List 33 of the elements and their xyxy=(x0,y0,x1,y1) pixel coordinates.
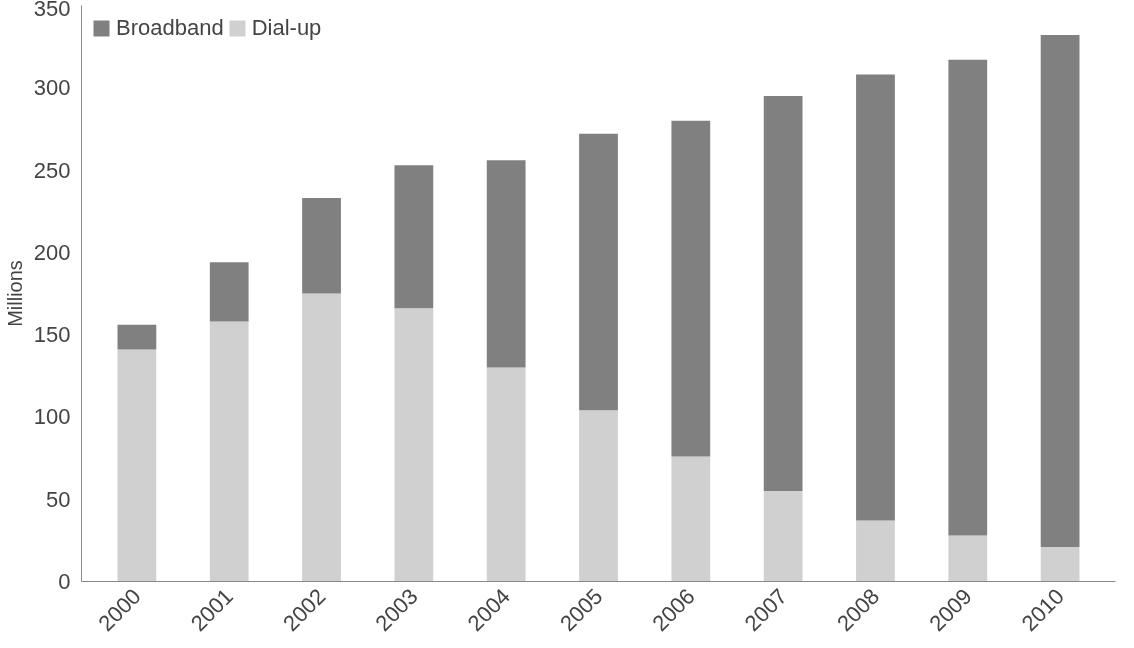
bar xyxy=(579,133,618,411)
bar xyxy=(209,262,249,322)
bar xyxy=(948,535,988,582)
legend-label: Broadband xyxy=(116,15,224,41)
y-tick-label: 200 xyxy=(33,239,71,265)
bar xyxy=(856,74,895,521)
y-tick-label: 100 xyxy=(33,404,71,430)
bar xyxy=(486,160,526,368)
bar xyxy=(579,410,618,582)
bar xyxy=(302,293,341,582)
bar xyxy=(763,490,803,582)
bar xyxy=(671,456,711,582)
y-tick-label: 150 xyxy=(33,322,71,348)
bar xyxy=(856,520,895,582)
bar xyxy=(302,198,341,294)
bar xyxy=(394,165,434,309)
y-tick-label: 300 xyxy=(33,75,71,101)
bar xyxy=(117,349,157,582)
y-tick-label: 350 xyxy=(33,0,71,21)
bar xyxy=(1040,35,1080,547)
bar xyxy=(948,59,988,536)
bar xyxy=(209,321,249,582)
y-tick-label: 50 xyxy=(46,486,71,512)
y-axis-title: Millions xyxy=(3,260,26,327)
bar xyxy=(1040,546,1080,582)
bar xyxy=(763,96,803,491)
bar xyxy=(394,308,434,582)
bar xyxy=(486,367,526,582)
legend-label: Dial-up xyxy=(251,15,322,41)
y-tick-label: 250 xyxy=(33,157,71,183)
bar xyxy=(671,120,711,457)
bar xyxy=(117,324,157,350)
y-tick-label: 0 xyxy=(58,569,71,594)
